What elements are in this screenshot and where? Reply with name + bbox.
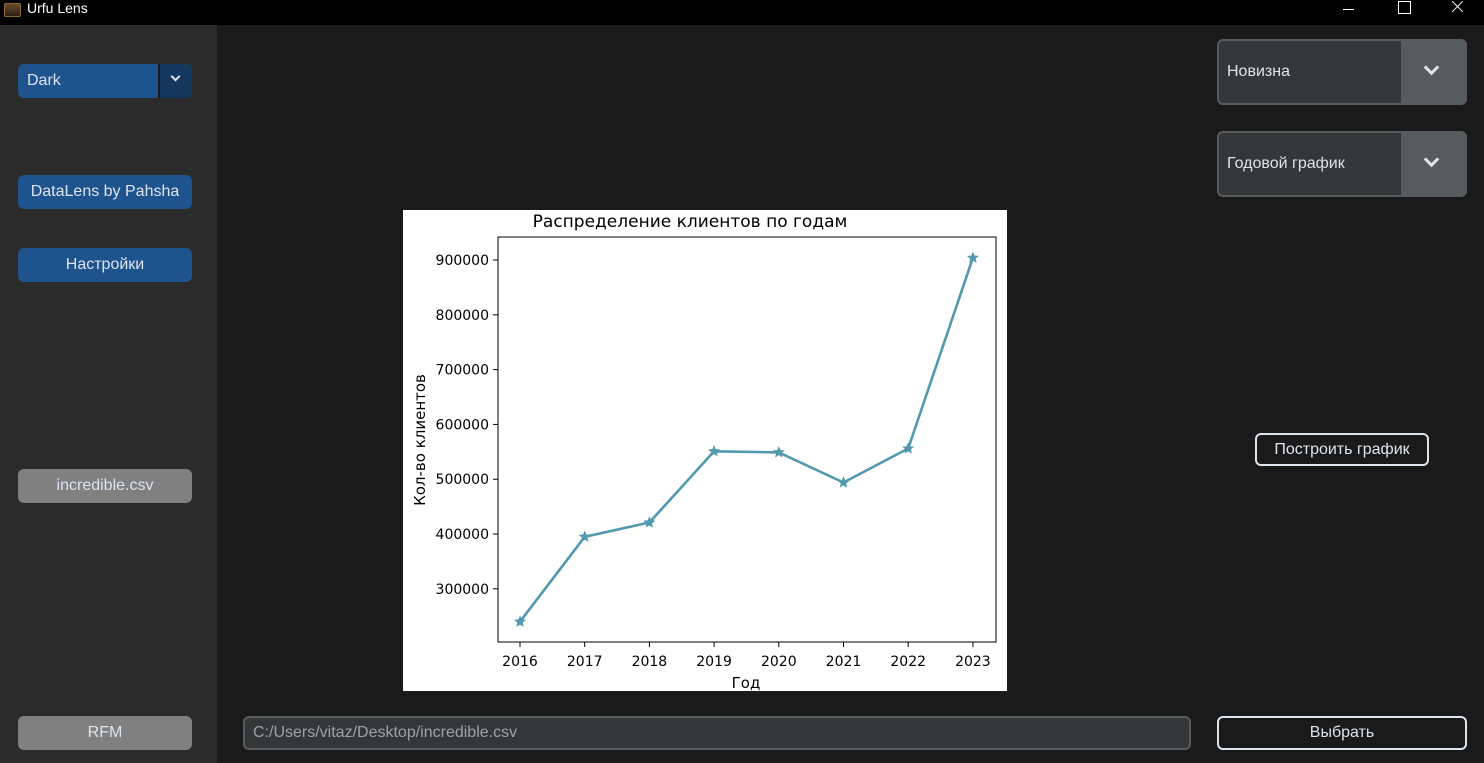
theme-select[interactable]: Dark [18, 64, 192, 98]
data-point-star [578, 530, 591, 542]
x-tick-label: 2019 [696, 654, 732, 670]
series-markers [514, 251, 979, 627]
theme-select-value: Dark [27, 72, 61, 89]
rfm-button[interactable]: RFM [18, 716, 192, 750]
data-point-star [643, 516, 656, 528]
window-title: Urfu Lens [27, 0, 88, 16]
metric-select-arrow[interactable] [1401, 41, 1465, 103]
metric-select-value: Новизна [1227, 63, 1290, 80]
chart-type-select-value: Годовой график [1227, 155, 1345, 172]
sidebar [0, 25, 217, 763]
chart-title: Распределение клиентов по годам [533, 212, 848, 232]
x-tick-label: 2020 [761, 654, 797, 670]
y-tick-label: 800000 [436, 308, 489, 324]
y-tick-label: 400000 [436, 527, 489, 543]
chevron-down-icon [1423, 151, 1440, 168]
x-tick-label: 2016 [502, 654, 538, 670]
y-axis-label: Кол-во клиентов [411, 374, 429, 506]
x-tick-label: 2023 [955, 654, 991, 670]
y-tick-label: 700000 [436, 363, 489, 379]
file-path-input[interactable]: C:/Users/vitaz/Desktop/incredible.csv [243, 716, 1191, 750]
chevron-down-icon [1423, 59, 1440, 76]
y-tick-label: 500000 [436, 472, 489, 488]
series-line [518, 257, 975, 623]
data-point-star [514, 615, 526, 627]
y-tick-label: 900000 [436, 253, 489, 269]
close-button[interactable] [1429, 0, 1484, 20]
settings-button[interactable]: Настройки [18, 248, 192, 282]
data-point-star [966, 251, 979, 263]
build-chart-button[interactable]: Построить график [1255, 433, 1429, 466]
x-tick-label: 2022 [890, 654, 926, 670]
app-icon [4, 3, 21, 17]
y-axis: 300000 400000 500000 600000 700000 800000 9000… [436, 253, 498, 598]
title-bar: Urfu Lens [0, 0, 1484, 25]
line-chart: Распределение клиентов по годам 300000 40… [411, 212, 997, 691]
data-point-star [772, 446, 785, 458]
minimize-button[interactable] [1327, 0, 1373, 20]
datalens-button[interactable]: DataLens by Pahsha [18, 175, 192, 209]
chart-type-select-arrow[interactable] [1401, 133, 1465, 195]
file-button[interactable]: incredible.csv [18, 469, 192, 503]
theme-select-arrow[interactable] [158, 64, 192, 98]
maximize-button[interactable] [1381, 0, 1427, 20]
data-point-star [708, 444, 721, 457]
x-axis-label: Год [732, 674, 761, 691]
choose-file-button[interactable]: Выбрать [1217, 716, 1467, 750]
data-point-star [837, 476, 850, 488]
y-tick-label: 300000 [436, 582, 489, 598]
metric-select[interactable]: Новизна [1217, 39, 1467, 105]
x-tick-label: 2021 [826, 654, 862, 670]
chart-type-select[interactable]: Годовой график [1217, 131, 1467, 197]
y-tick-label: 600000 [436, 417, 489, 433]
x-tick-label: 2017 [567, 654, 603, 670]
data-point-star [902, 442, 915, 454]
plot-frame [497, 236, 997, 643]
x-tick-label: 2018 [632, 654, 668, 670]
x-axis: 2016 2017 2018 2019 2020 2021 2022 2023 [502, 642, 991, 670]
chevron-down-icon [170, 71, 181, 82]
chart-image: Распределение клиентов по годам 300000 40… [403, 210, 1007, 691]
